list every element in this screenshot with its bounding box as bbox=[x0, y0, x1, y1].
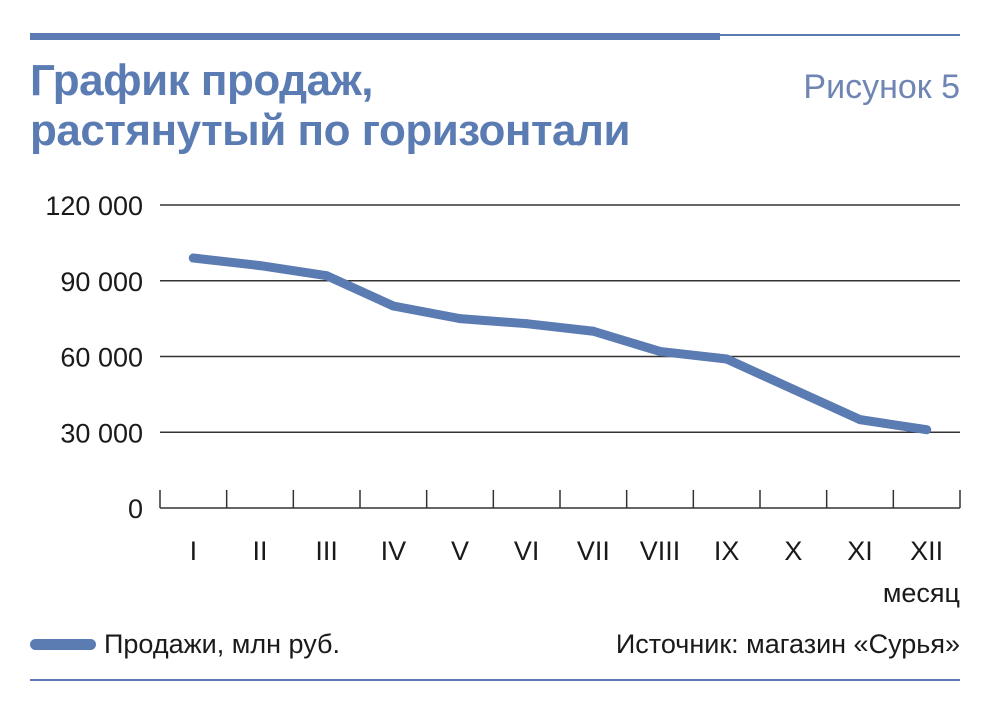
top-rule-thick bbox=[30, 33, 720, 40]
x-tick-label: II bbox=[252, 536, 267, 566]
x-axis-label: месяц bbox=[883, 578, 960, 608]
y-tick-label: 90 000 bbox=[60, 267, 143, 297]
series-line bbox=[188, 253, 932, 435]
grid-lines bbox=[160, 204, 960, 433]
y-tick-label: 120 000 bbox=[45, 191, 143, 221]
figure-label: Рисунок 5 bbox=[803, 68, 960, 106]
data-point bbox=[522, 319, 532, 329]
series-layer bbox=[188, 253, 932, 435]
data-point bbox=[788, 384, 798, 394]
x-tick-label: X bbox=[784, 536, 802, 566]
x-axis bbox=[159, 490, 961, 509]
legend-label: Продажи, млн руб. bbox=[104, 628, 340, 659]
data-point bbox=[855, 415, 865, 425]
x-tick-label: XII bbox=[910, 536, 943, 566]
x-tick-label: I bbox=[190, 536, 198, 566]
x-tick-label: VII bbox=[577, 536, 610, 566]
data-point bbox=[188, 253, 198, 263]
top-rule-thin bbox=[720, 34, 960, 36]
data-point bbox=[455, 314, 465, 324]
y-tick-label: 0 bbox=[128, 494, 143, 524]
y-tick-labels: 0 30 000 60 000 90 000 120 000 bbox=[45, 191, 143, 524]
data-point bbox=[722, 354, 732, 364]
data-point bbox=[322, 271, 332, 281]
x-tick-label: IV bbox=[381, 536, 407, 566]
bottom-rule bbox=[30, 679, 960, 681]
data-point bbox=[388, 301, 398, 311]
data-point bbox=[922, 425, 932, 435]
top-rule bbox=[30, 33, 960, 41]
legend-swatch bbox=[30, 638, 96, 650]
x-tick-label: VI bbox=[514, 536, 540, 566]
x-tick-label: XI bbox=[847, 536, 873, 566]
data-point bbox=[255, 261, 265, 271]
data-point bbox=[588, 326, 598, 336]
y-tick-label: 30 000 bbox=[60, 418, 143, 448]
x-tick-label: V bbox=[451, 536, 469, 566]
x-tick-label: III bbox=[315, 536, 338, 566]
data-point bbox=[655, 346, 665, 356]
x-tick-label: IX bbox=[714, 536, 740, 566]
y-tick-label: 60 000 bbox=[60, 343, 143, 373]
chart-title-line-2: растянутый по горизонтали bbox=[30, 106, 631, 155]
x-tick-label: VIII bbox=[640, 536, 681, 566]
chart-title-line-1: График продаж, bbox=[30, 56, 373, 105]
chart-title: График продаж, растянутый по горизонтали bbox=[30, 56, 631, 156]
x-tick-labels: I II III IV V VI VII VIII IX X XI XII bbox=[190, 536, 944, 566]
legend: Продажи, млн руб. bbox=[30, 626, 340, 662]
source-note: Источник: магазин «Сурья» bbox=[615, 629, 960, 659]
